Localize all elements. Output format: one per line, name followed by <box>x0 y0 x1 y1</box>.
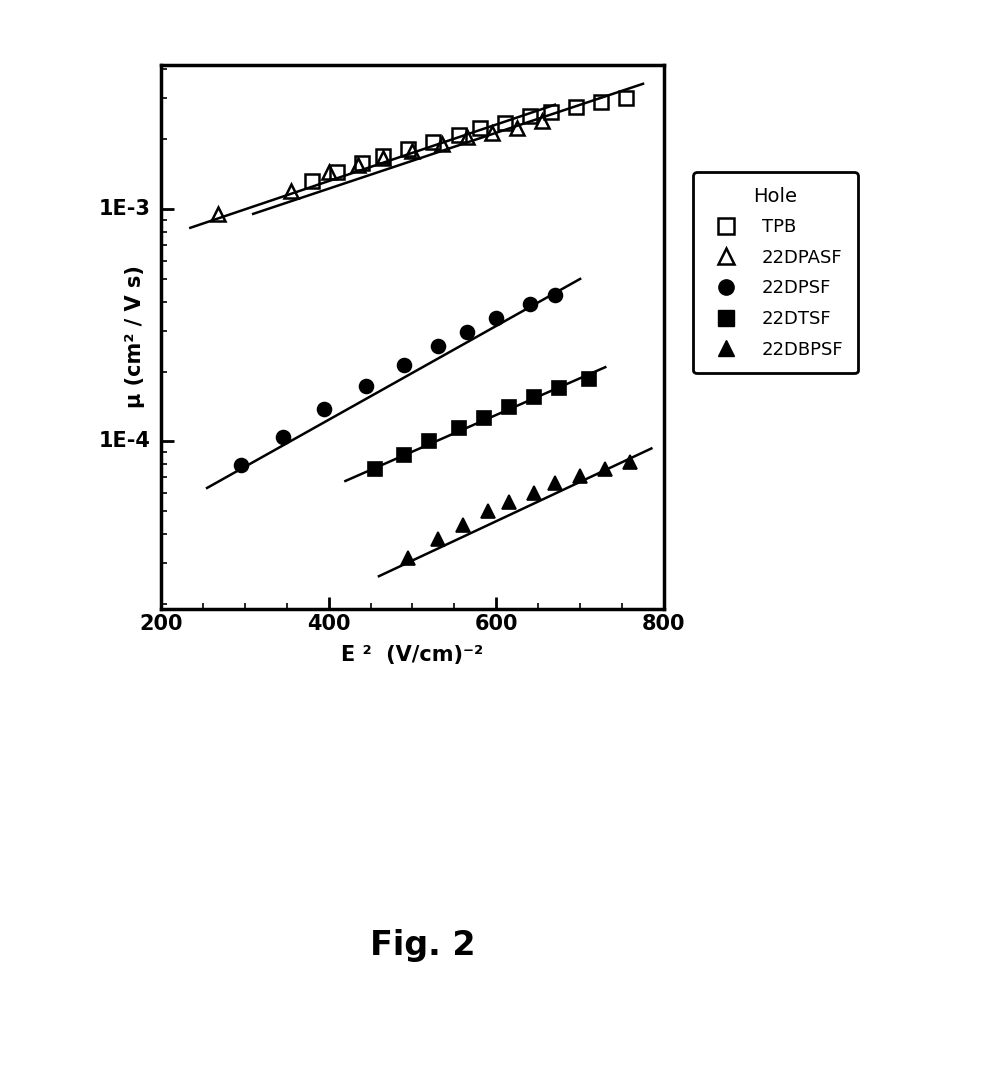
Legend: TPB, 22DPASF, 22DPSF, 22DTSF, 22DBPSF: TPB, 22DPASF, 22DPSF, 22DTSF, 22DBPSF <box>693 172 858 373</box>
Text: 1E-3: 1E-3 <box>99 199 151 220</box>
Y-axis label: μ (cm² / V s): μ (cm² / V s) <box>125 265 145 409</box>
X-axis label: E ²  (V/cm)⁻²: E ² (V/cm)⁻² <box>341 645 484 664</box>
Text: Fig. 2: Fig. 2 <box>370 929 475 962</box>
Text: 1E-4: 1E-4 <box>99 432 151 451</box>
